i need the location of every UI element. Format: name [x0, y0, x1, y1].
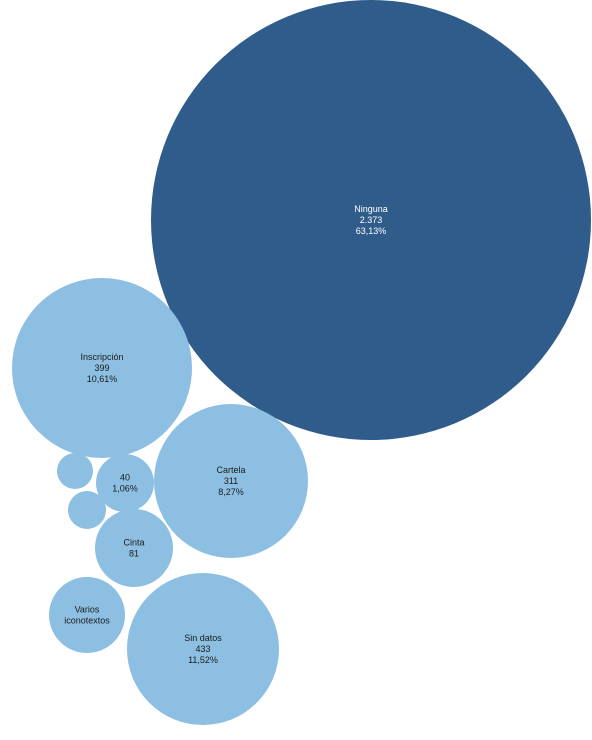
bubble-value-cinta: 81: [129, 549, 139, 559]
bubble-value-ninguna: 2.373: [360, 215, 383, 225]
bubble-circle-small-a: [57, 453, 93, 489]
bubble-circle-varios: [49, 577, 125, 653]
bubble-label-cartela: Cartela: [216, 465, 245, 475]
bubble-value-sin-datos: 433: [195, 644, 210, 654]
bubble-label-cuarenta: 40: [120, 473, 130, 483]
bubble-circle-cinta: [95, 509, 173, 587]
bubble-circle-cuarenta: [96, 454, 154, 512]
bubble-value-cartela: 311: [224, 476, 238, 486]
bubble-value-inscripcion: 399: [94, 363, 109, 373]
bubble-cuarenta: 401,06%: [96, 454, 154, 512]
bubble-label-varios: Varios: [75, 605, 100, 615]
bubble-label2-varios: iconotextos: [64, 616, 110, 626]
bubble-circle-cartela: [154, 404, 308, 558]
bubble-percent-ninguna: 63,13%: [356, 226, 387, 236]
bubble-label-ninguna: Ninguna: [354, 204, 388, 214]
bubble-circle-ninguna: [151, 0, 591, 440]
bubble-label-cinta: Cinta: [123, 538, 144, 548]
bubble-percent-sin-datos: 11,52%: [188, 655, 218, 665]
bubble-label-sin-datos: Sin datos: [184, 633, 222, 643]
bubble-percent-inscripcion: 10,61%: [87, 374, 118, 384]
bubble-circle-sin-datos: [127, 573, 279, 725]
bubble-value-cuarenta: 1,06%: [112, 484, 138, 494]
bubble-percent-cartela: 8,27%: [218, 487, 244, 497]
bubble-label-inscripcion: Inscripción: [80, 352, 123, 362]
bubble-small-a: [57, 453, 93, 489]
bubble-circle-small-b: [68, 491, 106, 529]
bubble-circle-inscripcion: [12, 278, 192, 458]
bubble-small-b: [68, 491, 106, 529]
